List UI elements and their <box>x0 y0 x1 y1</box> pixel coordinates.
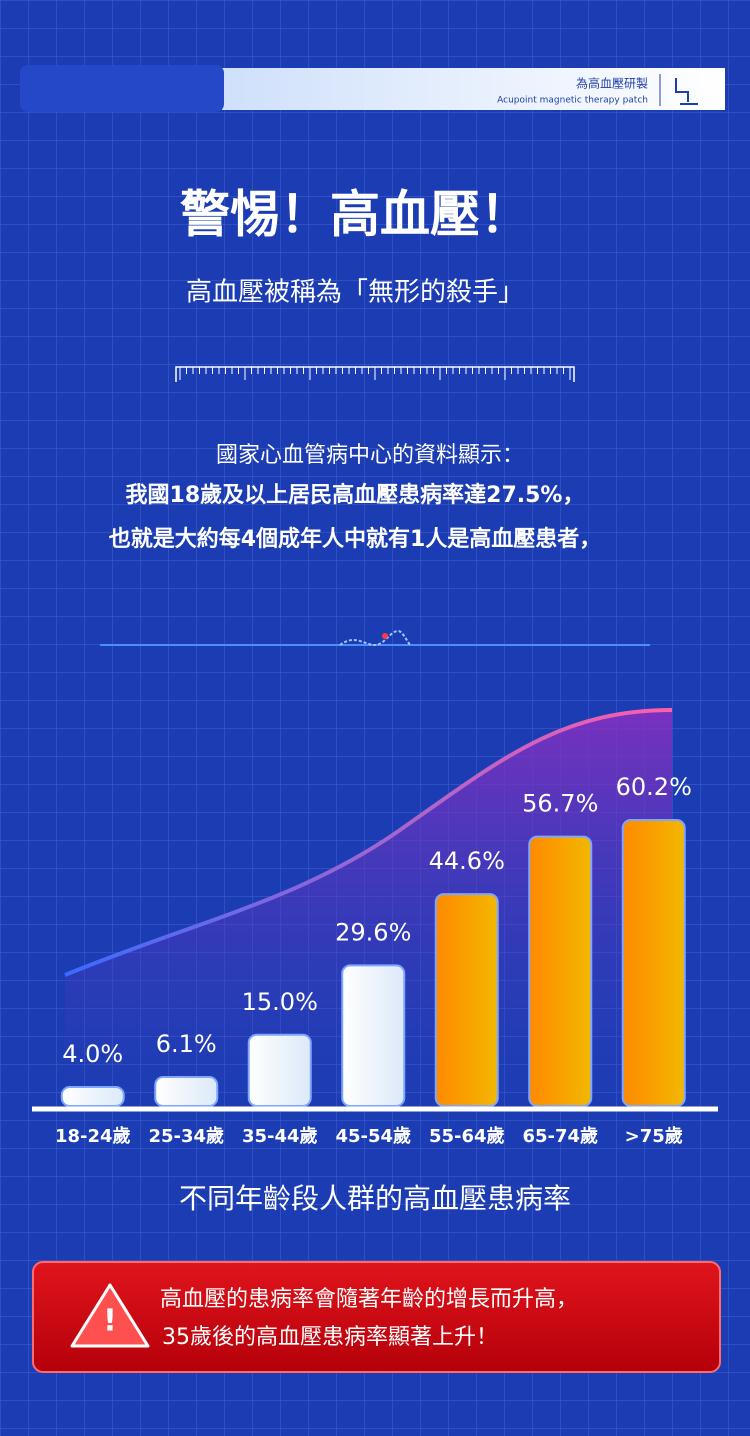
bar <box>247 1033 312 1107</box>
header-logo <box>20 65 224 112</box>
title: 警惕！高血壓！ <box>180 186 530 244</box>
value-label: 56.7% <box>522 790 598 818</box>
value-label: 44.6% <box>429 847 505 875</box>
x-tick-label: 65-74歲 <box>522 1125 598 1147</box>
trend-curve <box>64 708 673 977</box>
intro-line: 我國18歲及以上居民高血壓患病率達27.5%， <box>126 482 585 508</box>
bar <box>154 1076 219 1108</box>
header-icon <box>675 78 698 105</box>
ruler-ticks <box>179 367 571 380</box>
subtitle: 高血壓被稱為「無形的殺手」 <box>186 278 524 308</box>
warning-icon <box>70 1283 150 1348</box>
warning-line: 高血壓的患病率會隨著年齡的增長而升高， <box>160 1287 578 1312</box>
value-label: 15.0% <box>242 988 318 1016</box>
bars: 4.0% 18-24歲 6.1% 25-34歲 15.0% 35-44歲 29.6% 45-5… <box>55 773 692 1147</box>
warning-icon-mark: ! <box>103 1304 117 1339</box>
intro-line: 國家心血管病中心的資料顯示： <box>216 443 524 468</box>
trend-area <box>65 710 672 1108</box>
header-tag: 為高血壓研製 <box>576 76 648 91</box>
intro-line: 也就是大約每4個成年人中就有1人是高血壓患者， <box>109 526 602 552</box>
value-label: 4.0% <box>62 1040 123 1068</box>
x-tick-label: 45-54歲 <box>335 1125 411 1147</box>
bar <box>60 1086 125 1107</box>
bar <box>621 819 686 1107</box>
divider <box>100 630 650 646</box>
bar <box>341 964 406 1108</box>
x-tick-label: 25-34歲 <box>148 1125 224 1147</box>
bar <box>434 893 499 1108</box>
warning-line: 35歲後的高血壓患病率顯著上升！ <box>162 1325 498 1350</box>
x-tick-label: >75歲 <box>625 1125 683 1147</box>
bar <box>528 835 593 1107</box>
x-tick-label: 55-64歲 <box>429 1125 505 1147</box>
header-tag-en: Acupoint magnetic therapy patch <box>497 96 648 106</box>
value-label: 6.1% <box>156 1030 217 1058</box>
value-label: 60.2% <box>616 773 692 801</box>
chart-title: 不同年齡段人群的高血壓患病率 <box>179 1182 571 1215</box>
x-tick-label: 35-44歲 <box>242 1125 318 1147</box>
x-tick-label: 18-24歲 <box>55 1125 131 1147</box>
value-label: 29.6% <box>335 918 411 946</box>
header-bar <box>222 68 725 110</box>
warning-box <box>32 1261 721 1373</box>
